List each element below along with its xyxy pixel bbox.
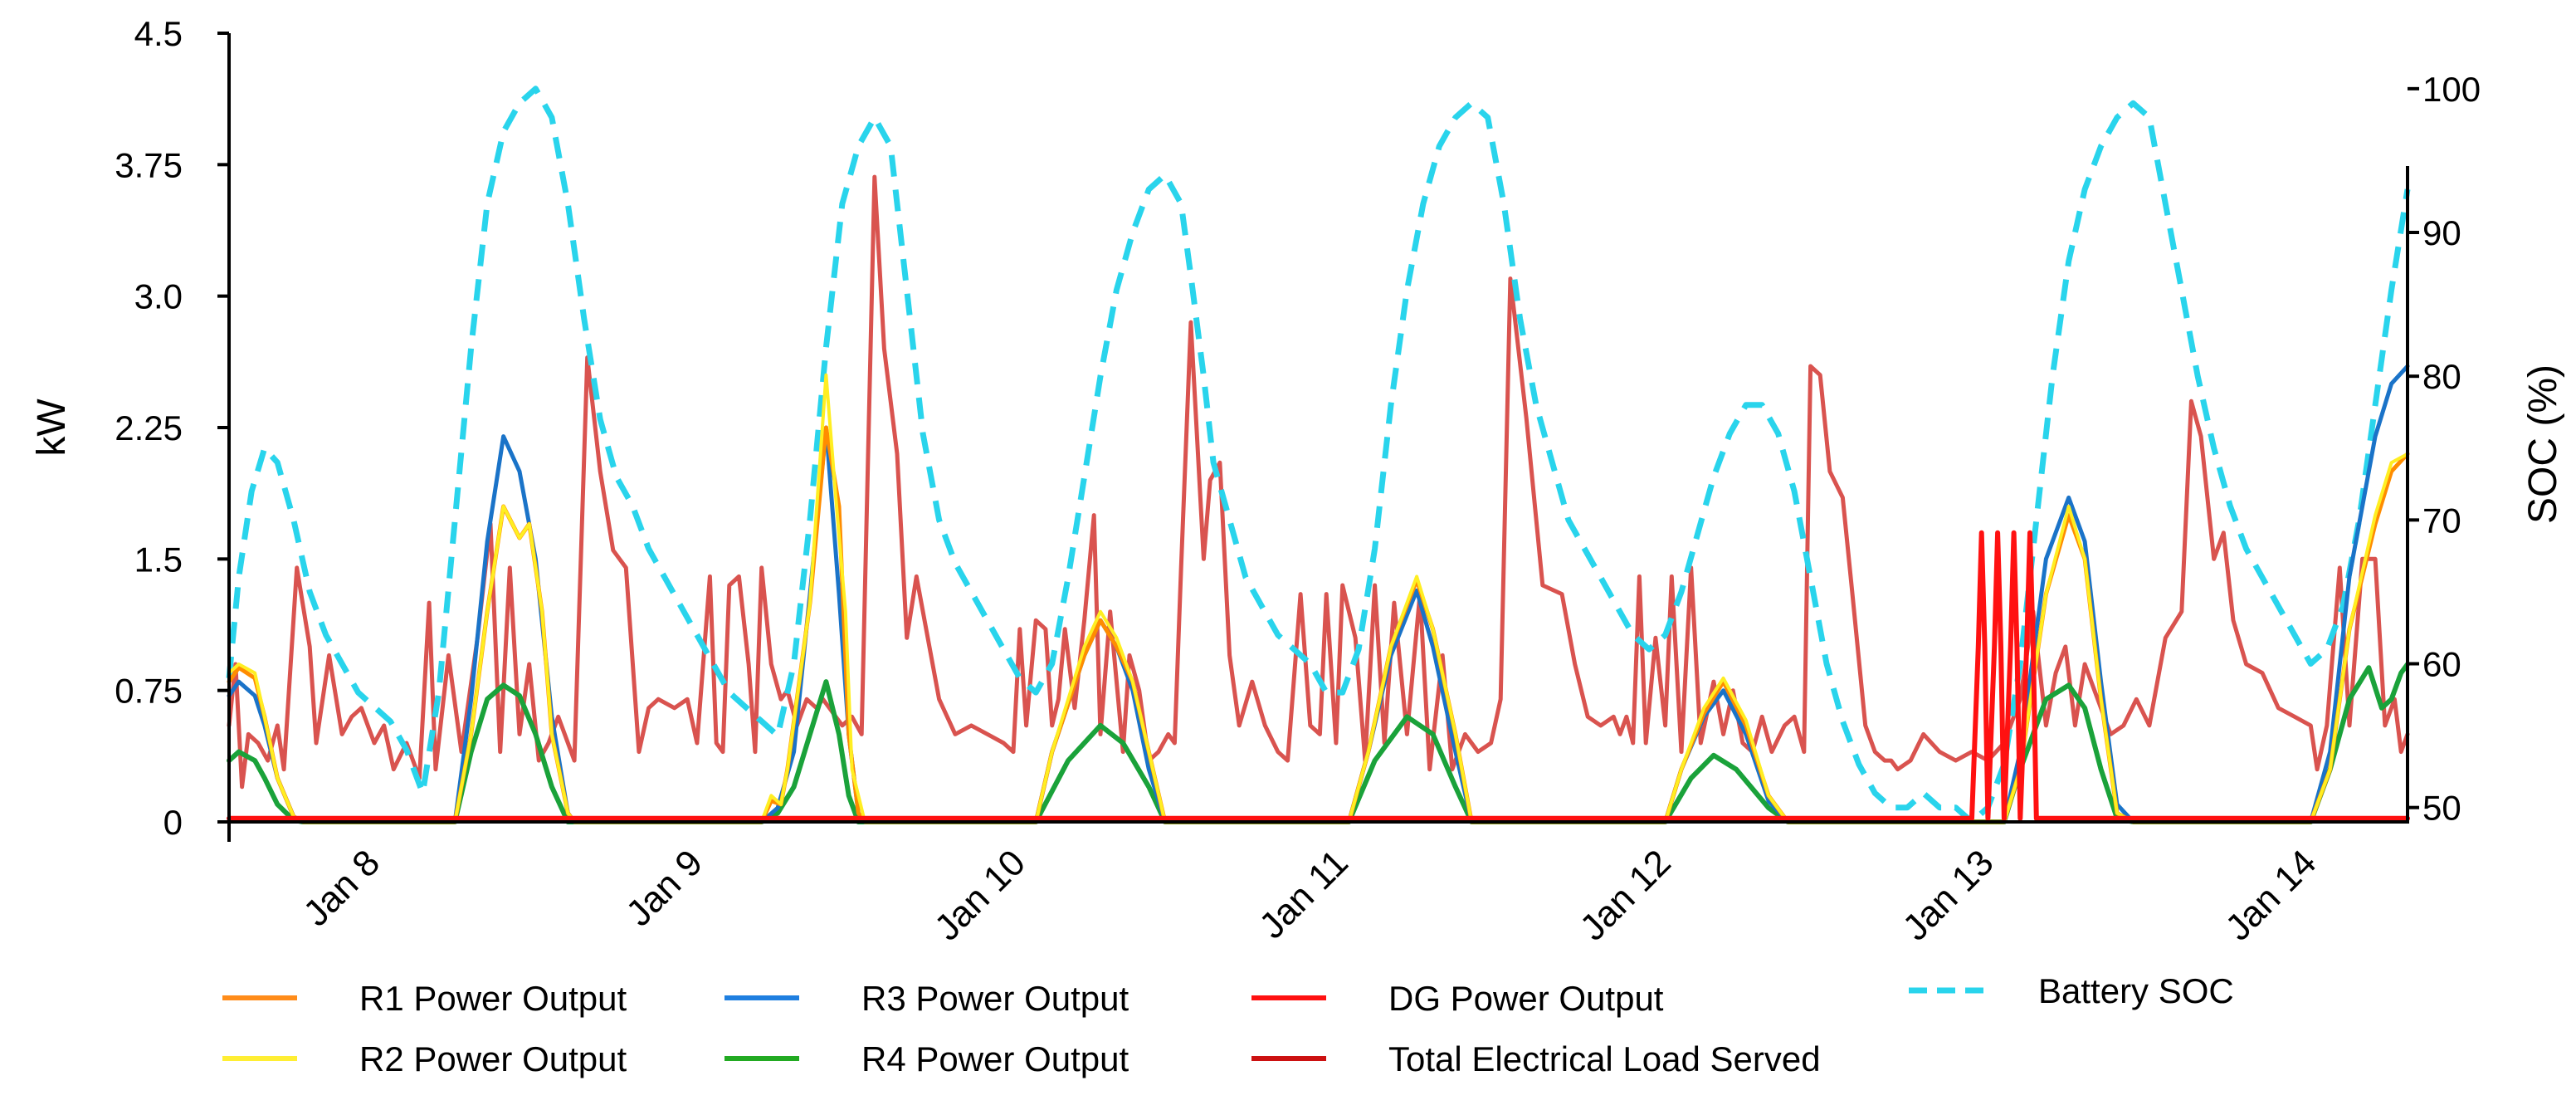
left-tick-label: 0 bbox=[163, 803, 183, 842]
series-line-dg-power-output bbox=[227, 530, 2410, 821]
left-tick-label: 1.5 bbox=[134, 540, 183, 579]
left-tick-label: 2.25 bbox=[115, 408, 183, 447]
series-line-total-electrical-load-served bbox=[227, 174, 2410, 790]
x-tick-label: Jan 14 bbox=[2217, 842, 2324, 948]
legend: R1 Power Output R2 Power Output R3 Power O… bbox=[222, 971, 2234, 1078]
series-line-r1-power-output bbox=[227, 425, 2410, 824]
right-tick-label: 70 bbox=[2422, 501, 2461, 540]
left-axis-ticks: 0 0.75 1.5 2.25 3.0 3.75 4.5 bbox=[115, 14, 229, 842]
legend-label: DG Power Output bbox=[1388, 979, 1664, 1018]
right-tick-label: 90 bbox=[2422, 213, 2461, 252]
legend-label: R1 Power Output bbox=[359, 979, 627, 1018]
x-tick-label: Jan 9 bbox=[618, 842, 710, 934]
left-tick-label: 4.5 bbox=[134, 14, 183, 53]
legend-item-r3-power-output: R3 Power Output bbox=[724, 979, 1129, 1018]
legend-label: R4 Power Output bbox=[861, 1039, 1129, 1078]
left-tick-label: 3.75 bbox=[115, 145, 183, 184]
legend-label: Battery SOC bbox=[2038, 971, 2234, 1010]
legend-item-battery-soc: Battery SOC bbox=[1909, 971, 2234, 1010]
right-tick-label: 100 bbox=[2422, 70, 2481, 109]
x-tick-label: Jan 13 bbox=[1895, 842, 2002, 948]
right-axis-ticks: 50 60 70 80 90 100 bbox=[2408, 70, 2481, 828]
left-axis-label: kW bbox=[30, 398, 74, 457]
right-tick-label: 50 bbox=[2422, 789, 2461, 828]
x-axis-ticks: Jan 8 Jan 9 Jan 10 Jan 11 Jan 12 Jan 13 Jan 14 bbox=[227, 822, 2324, 948]
series-line-r2-power-output bbox=[227, 373, 2409, 824]
legend-item-dg-power-output: DG Power Output bbox=[1251, 979, 1664, 1018]
series-line-battery-soc bbox=[226, 86, 2411, 825]
legend-item-r1-power-output: R1 Power Output bbox=[222, 979, 627, 1018]
left-tick-label: 0.75 bbox=[115, 672, 183, 711]
legend-label: Total Electrical Load Served bbox=[1388, 1039, 1821, 1078]
right-tick-label: 60 bbox=[2422, 645, 2461, 684]
right-tick-label: 80 bbox=[2422, 357, 2461, 396]
plot-series bbox=[226, 86, 2411, 825]
right-axis-label: SOC (%) bbox=[2521, 364, 2565, 524]
legend-item-total-electrical-load-served: Total Electrical Load Served bbox=[1251, 1039, 1821, 1078]
legend-label: R3 Power Output bbox=[861, 979, 1129, 1018]
legend-item-r4-power-output: R4 Power Output bbox=[724, 1039, 1129, 1078]
legend-label: R2 Power Output bbox=[359, 1039, 627, 1078]
x-tick-label: Jan 11 bbox=[1251, 842, 1356, 946]
x-tick-label: Jan 12 bbox=[1573, 842, 1679, 948]
legend-item-r2-power-output: R2 Power Output bbox=[222, 1039, 627, 1078]
x-tick-label: Jan 10 bbox=[927, 842, 1033, 948]
left-tick-label: 3.0 bbox=[134, 277, 183, 316]
x-tick-label: Jan 8 bbox=[295, 842, 388, 934]
